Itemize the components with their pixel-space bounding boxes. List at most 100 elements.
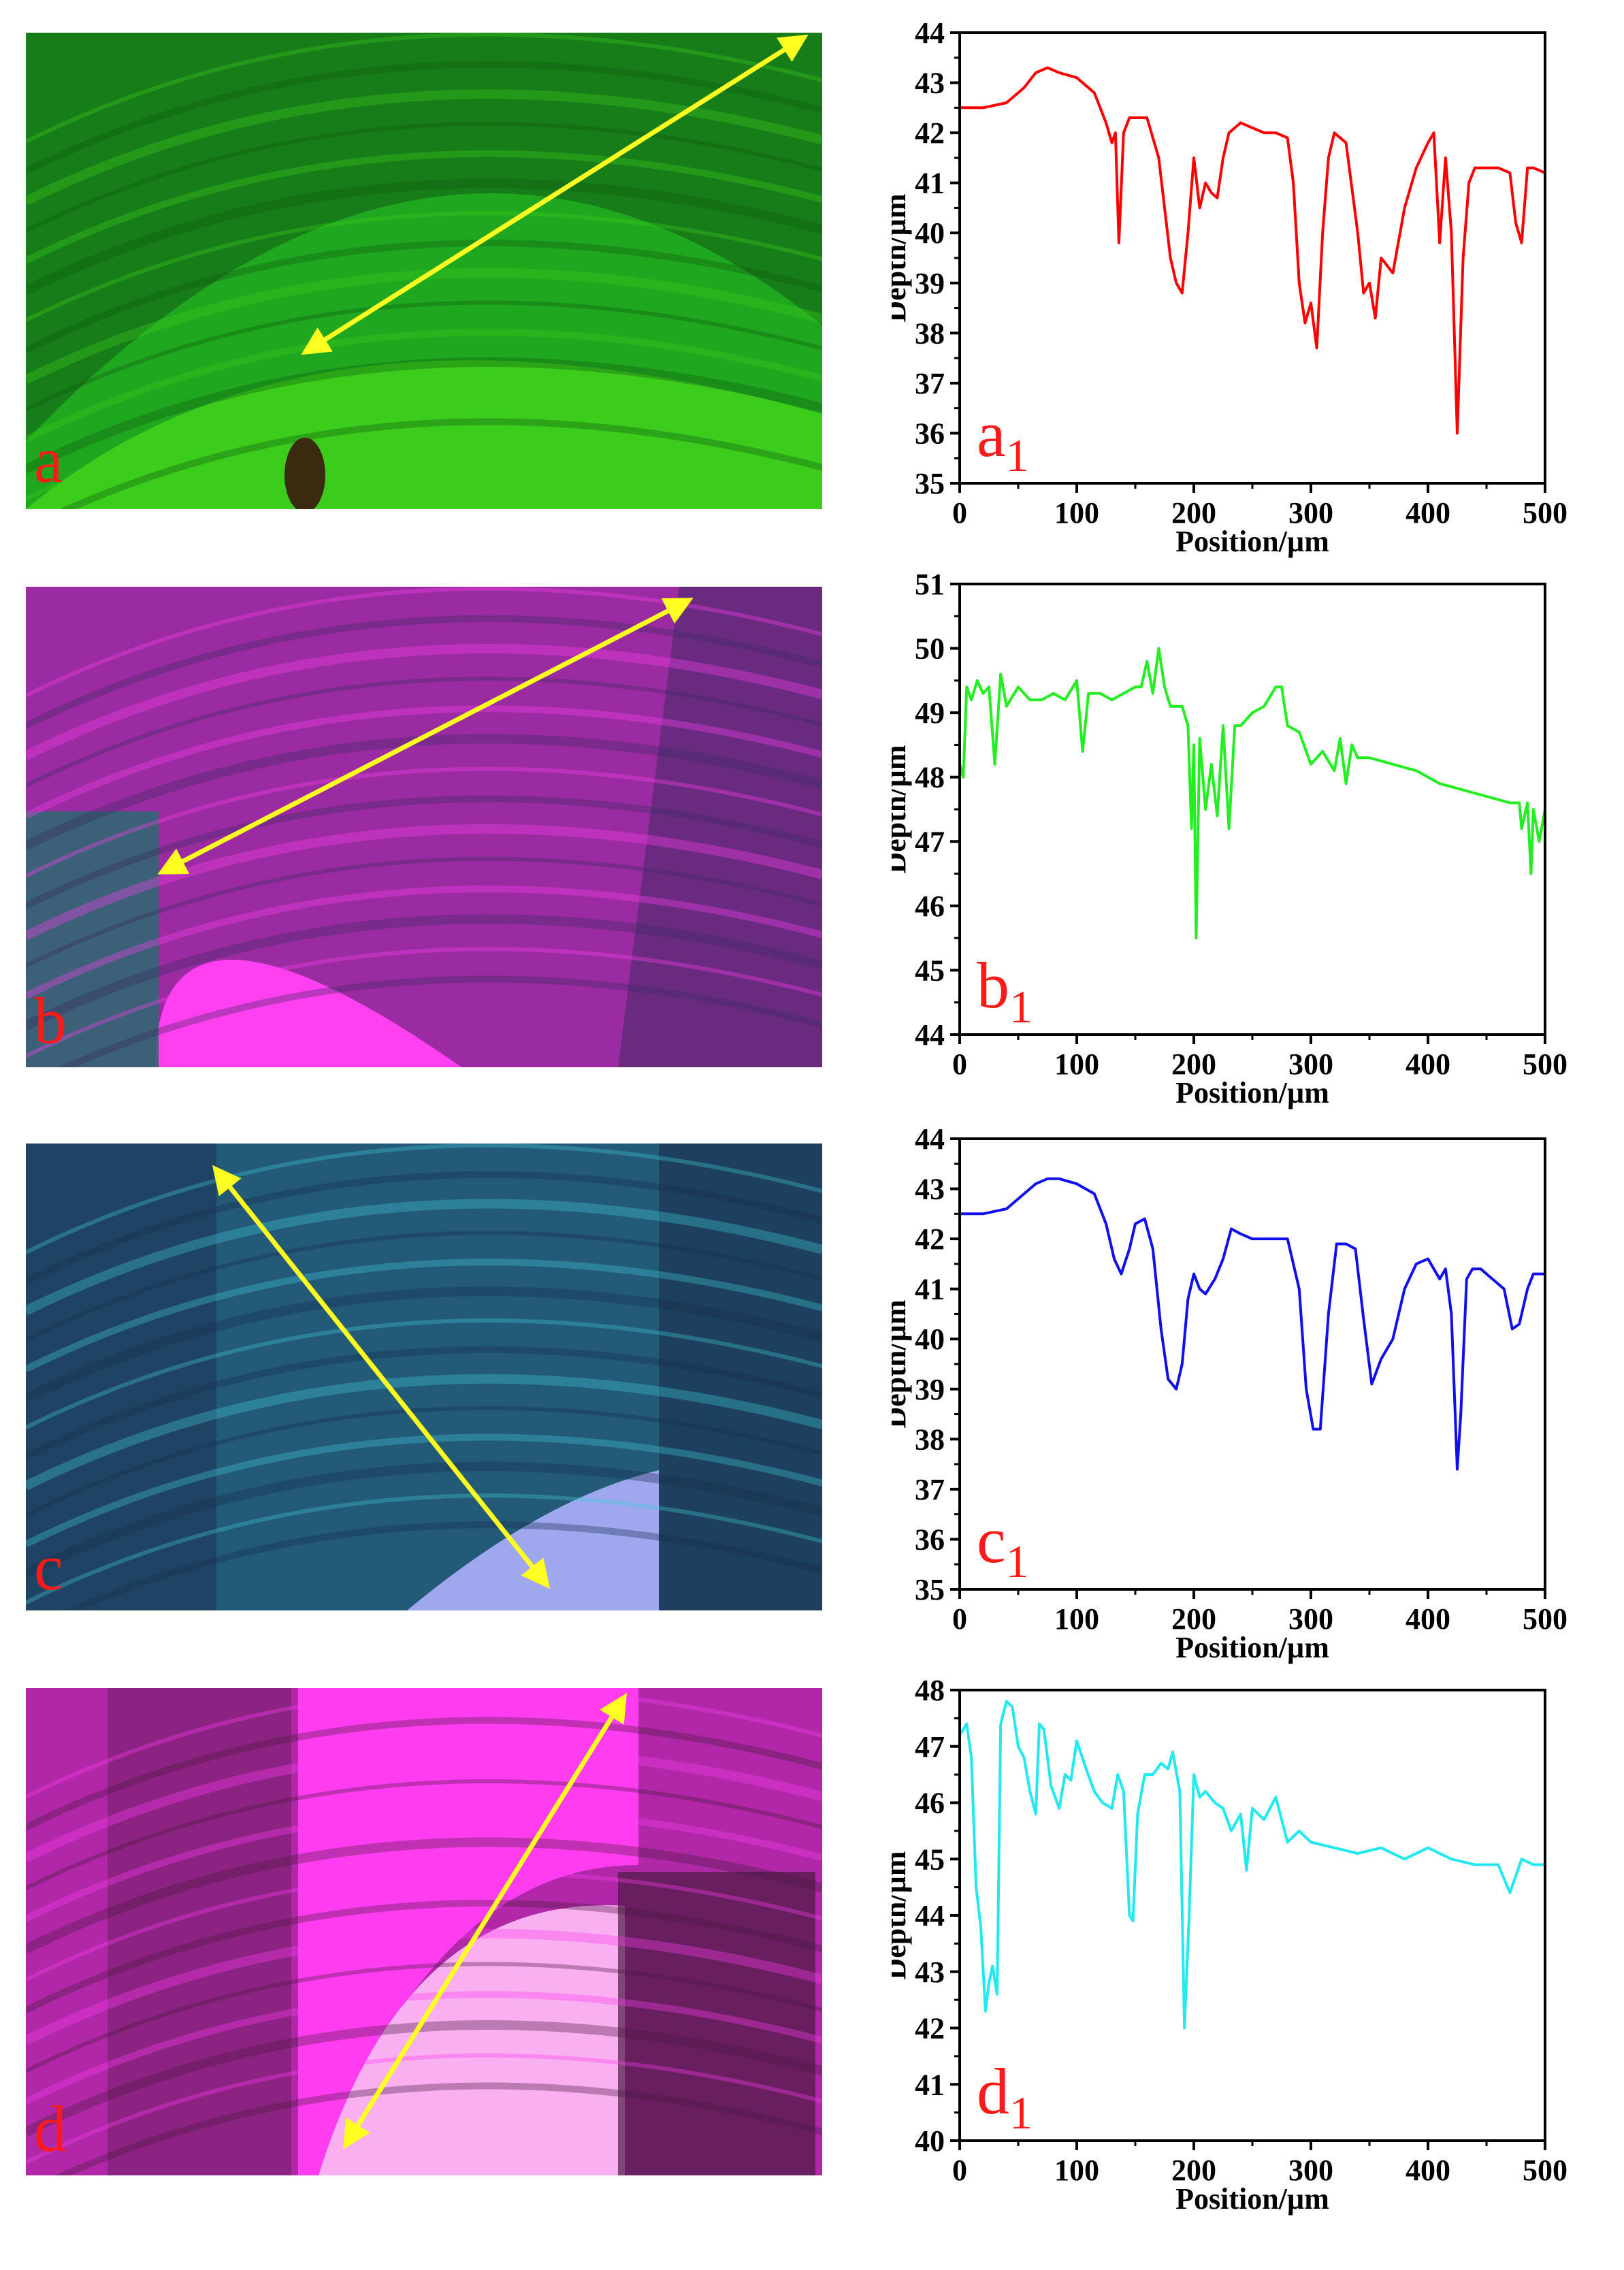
y-tick-label: 40 xyxy=(915,1323,945,1356)
x-tick-label: 300 xyxy=(1288,2154,1333,2187)
panel-letter-a: a xyxy=(34,423,63,496)
y-tick-label: 41 xyxy=(915,2068,945,2101)
micrograph-d-image xyxy=(26,1688,822,2175)
y-tick-label: 39 xyxy=(915,267,945,300)
y-tick-label: 41 xyxy=(915,1273,945,1306)
texture-streak xyxy=(59,418,822,509)
micrograph-d: d xyxy=(26,1688,822,2175)
y-tick-label: 44 xyxy=(915,1122,945,1156)
y-tick-label: 43 xyxy=(915,67,945,100)
y-tick-label: 42 xyxy=(915,2012,945,2045)
texture-streak xyxy=(57,975,822,1067)
y-tick-label: 45 xyxy=(915,954,945,987)
y-tick-label: 37 xyxy=(915,1473,945,1506)
y-tick-label: 46 xyxy=(915,1787,945,1820)
x-tick-label: 0 xyxy=(952,1048,967,1081)
y-tick-label: 36 xyxy=(915,1523,945,1556)
y-tick-label: 51 xyxy=(915,568,945,601)
y-tick-label: 49 xyxy=(915,696,945,730)
panel-letter-b: b xyxy=(34,984,67,1057)
y-tick-label: 42 xyxy=(915,1222,945,1256)
x-tick-label: 200 xyxy=(1171,1602,1216,1636)
chart-panel-tag: a1 xyxy=(977,398,1029,481)
y-tick-label: 43 xyxy=(915,1173,945,1206)
x-tick-label: 500 xyxy=(1523,1048,1568,1081)
y-tick-label: 47 xyxy=(915,825,945,858)
chart-panel-tag: c1 xyxy=(977,1504,1029,1587)
x-tick-label: 500 xyxy=(1523,496,1568,530)
x-tick-label: 200 xyxy=(1171,2154,1216,2187)
y-tick-label: 38 xyxy=(915,1423,945,1456)
y-axis-title: Depth/µm xyxy=(892,1851,912,1979)
y-tick-label: 48 xyxy=(915,1674,945,1707)
x-axis-title: Position/µm xyxy=(1175,1631,1329,1664)
plot-frame xyxy=(958,31,1546,485)
y-tick-label: 45 xyxy=(915,1843,945,1876)
y-tick-label: 37 xyxy=(915,367,945,400)
x-tick-label: 500 xyxy=(1523,1602,1568,1636)
x-tick-label: 500 xyxy=(1523,2154,1568,2187)
y-tick-label: 44 xyxy=(915,1018,945,1052)
x-tick-label: 100 xyxy=(1054,1048,1099,1081)
x-tick-label: 200 xyxy=(1171,496,1216,530)
y-tick-label: 46 xyxy=(915,890,945,923)
y-axis-title: Depth/µm xyxy=(892,1299,912,1428)
x-tick-label: 400 xyxy=(1406,1048,1450,1081)
y-axis-title: Depth/µm xyxy=(892,745,912,873)
micrograph-b: b xyxy=(26,587,822,1067)
micrograph-a: a xyxy=(26,33,822,509)
micrograph-c-image xyxy=(26,1144,822,1610)
x-tick-label: 0 xyxy=(952,1602,967,1636)
depth-series-line xyxy=(960,66,1546,435)
y-tick-label: 35 xyxy=(915,467,945,500)
x-tick-label: 400 xyxy=(1406,496,1450,530)
x-axis-title: Position/µm xyxy=(1175,2182,1329,2216)
y-tick-label: 44 xyxy=(915,1899,945,1932)
texture-streak xyxy=(26,947,822,1058)
y-axis-title: Depth/µm xyxy=(892,193,912,322)
y-tick-label: 38 xyxy=(915,317,945,350)
texture-streak xyxy=(26,886,822,999)
micrograph-a-image xyxy=(26,33,822,509)
depth-series-line xyxy=(958,1700,1545,2030)
texture-streak xyxy=(26,389,822,501)
micrograph-c: c xyxy=(26,1144,822,1610)
y-tick-label: 47 xyxy=(915,1730,945,1764)
x-tick-label: 400 xyxy=(1406,1602,1450,1636)
depth-profile-chart-a1: 35 36 37 38 39 40 41 42 43 44 0 100 200 300 400 500 Posi… xyxy=(892,14,1624,558)
x-tick-label: 400 xyxy=(1406,2154,1450,2187)
texture-streak xyxy=(26,1144,822,1254)
x-tick-label: 200 xyxy=(1171,1048,1216,1081)
y-tick-label: 42 xyxy=(915,116,945,150)
plot-frame xyxy=(958,1689,1546,2142)
y-tick-label: 35 xyxy=(915,1573,945,1606)
x-axis-title: Position/µm xyxy=(1175,1076,1329,1109)
texture-streak xyxy=(26,357,822,474)
texture-streak xyxy=(26,587,822,698)
depth-series-line xyxy=(958,647,1546,940)
y-tick-label: 48 xyxy=(915,761,945,794)
x-tick-label: 300 xyxy=(1288,1048,1333,1081)
x-tick-label: 0 xyxy=(952,2154,967,2187)
depth-series-line xyxy=(960,1177,1545,1471)
y-tick-label: 41 xyxy=(915,167,945,200)
depth-profile-chart-c1: 35 36 37 38 39 40 41 42 43 44 0 100 200 300 400 500 Posi… xyxy=(892,1120,1624,1664)
y-tick-label: 50 xyxy=(915,632,945,666)
x-tick-label: 100 xyxy=(1054,2154,1099,2187)
plot-frame xyxy=(958,583,1546,1036)
x-tick-label: 100 xyxy=(1054,496,1099,530)
x-axis-title: Position/µm xyxy=(1175,525,1329,558)
y-tick-label: 40 xyxy=(915,2124,945,2158)
x-tick-label: 100 xyxy=(1054,1602,1099,1636)
y-tick-label: 39 xyxy=(915,1373,945,1406)
texture-streak xyxy=(26,914,822,1031)
depth-profile-chart-d1: 40 41 42 43 44 45 46 47 48 0 100 200 300 400 500 Positi… xyxy=(892,1671,1624,2216)
depth-profile-chart-b1: 44 45 46 47 48 49 50 51 0 100 200 300 400 500 Position… xyxy=(892,565,1624,1109)
y-tick-label: 40 xyxy=(915,216,945,250)
chart-panel-tag: b1 xyxy=(977,949,1033,1033)
plot-frame xyxy=(958,1137,1546,1591)
x-tick-label: 300 xyxy=(1288,496,1333,530)
y-tick-label: 44 xyxy=(915,16,945,50)
panel-letter-d: d xyxy=(34,2092,67,2165)
chart-panel-tag: d1 xyxy=(977,2055,1033,2139)
